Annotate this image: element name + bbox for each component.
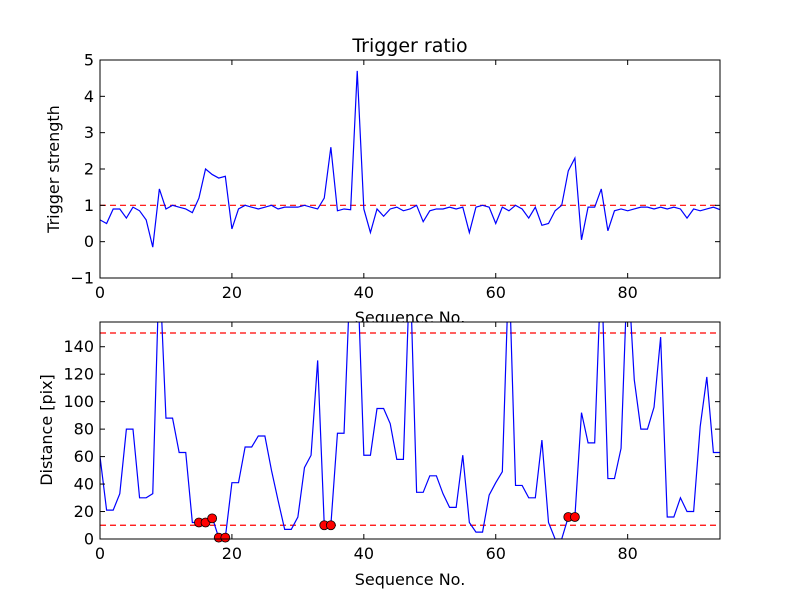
bottom-axes-frame bbox=[99, 321, 721, 540]
bottom-data-marker bbox=[220, 532, 231, 543]
bottom-data-marker bbox=[569, 512, 580, 522]
top-ytick-label: 5 bbox=[84, 51, 94, 70]
distance-chart: Distance [pix] Sequence No. 0 20 40 60 80 0 20… bbox=[37, 321, 721, 589]
top-xtick-label: 40 bbox=[354, 283, 374, 302]
top-plot-area bbox=[100, 60, 720, 278]
bottom-xtick-label: 80 bbox=[617, 544, 637, 563]
top-chart-ylabel: Trigger strength bbox=[44, 105, 63, 234]
top-ytick-label: 3 bbox=[84, 123, 94, 142]
top-chart-title: Trigger ratio bbox=[351, 35, 467, 57]
top-ytick-label: 4 bbox=[84, 87, 94, 106]
bottom-data-marker bbox=[325, 520, 336, 531]
bottom-ytick-label: 40 bbox=[74, 475, 94, 494]
bottom-xtick-label: 0 bbox=[95, 544, 105, 563]
bottom-ytick-label: 60 bbox=[74, 447, 94, 466]
bottom-ytick-label: 140 bbox=[63, 337, 94, 356]
top-xtick-label: 0 bbox=[95, 283, 105, 302]
top-ytick-label: −1 bbox=[70, 269, 94, 288]
bottom-chart-xlabel: Sequence No. bbox=[355, 570, 466, 589]
top-xtick-label: 80 bbox=[617, 283, 637, 302]
bottom-ytick-label: 20 bbox=[74, 502, 94, 521]
top-ytick-label: 2 bbox=[84, 160, 94, 179]
bottom-chart-ylabel: Distance [pix] bbox=[37, 374, 56, 486]
bottom-ytick-label: 80 bbox=[74, 420, 94, 439]
bottom-ytick-label: 0 bbox=[84, 530, 94, 549]
top-ytick-label: 0 bbox=[84, 232, 94, 251]
bottom-xtick-label: 20 bbox=[222, 544, 242, 563]
bottom-plot-area bbox=[100, 322, 720, 539]
top-xtick-label: 60 bbox=[486, 283, 506, 302]
top-ytick-label: 1 bbox=[84, 196, 94, 215]
trigger-ratio-chart: Trigger ratio Trigger strength Sequence … bbox=[44, 35, 721, 327]
bottom-ytick-label: 100 bbox=[63, 392, 94, 411]
bottom-xtick-label: 60 bbox=[486, 544, 506, 563]
top-series-line bbox=[100, 70, 720, 248]
bottom-xtick-label: 40 bbox=[354, 544, 374, 563]
top-xtick-label: 20 bbox=[222, 283, 242, 302]
bottom-ytick-label: 120 bbox=[63, 365, 94, 384]
bottom-data-marker bbox=[207, 513, 218, 524]
